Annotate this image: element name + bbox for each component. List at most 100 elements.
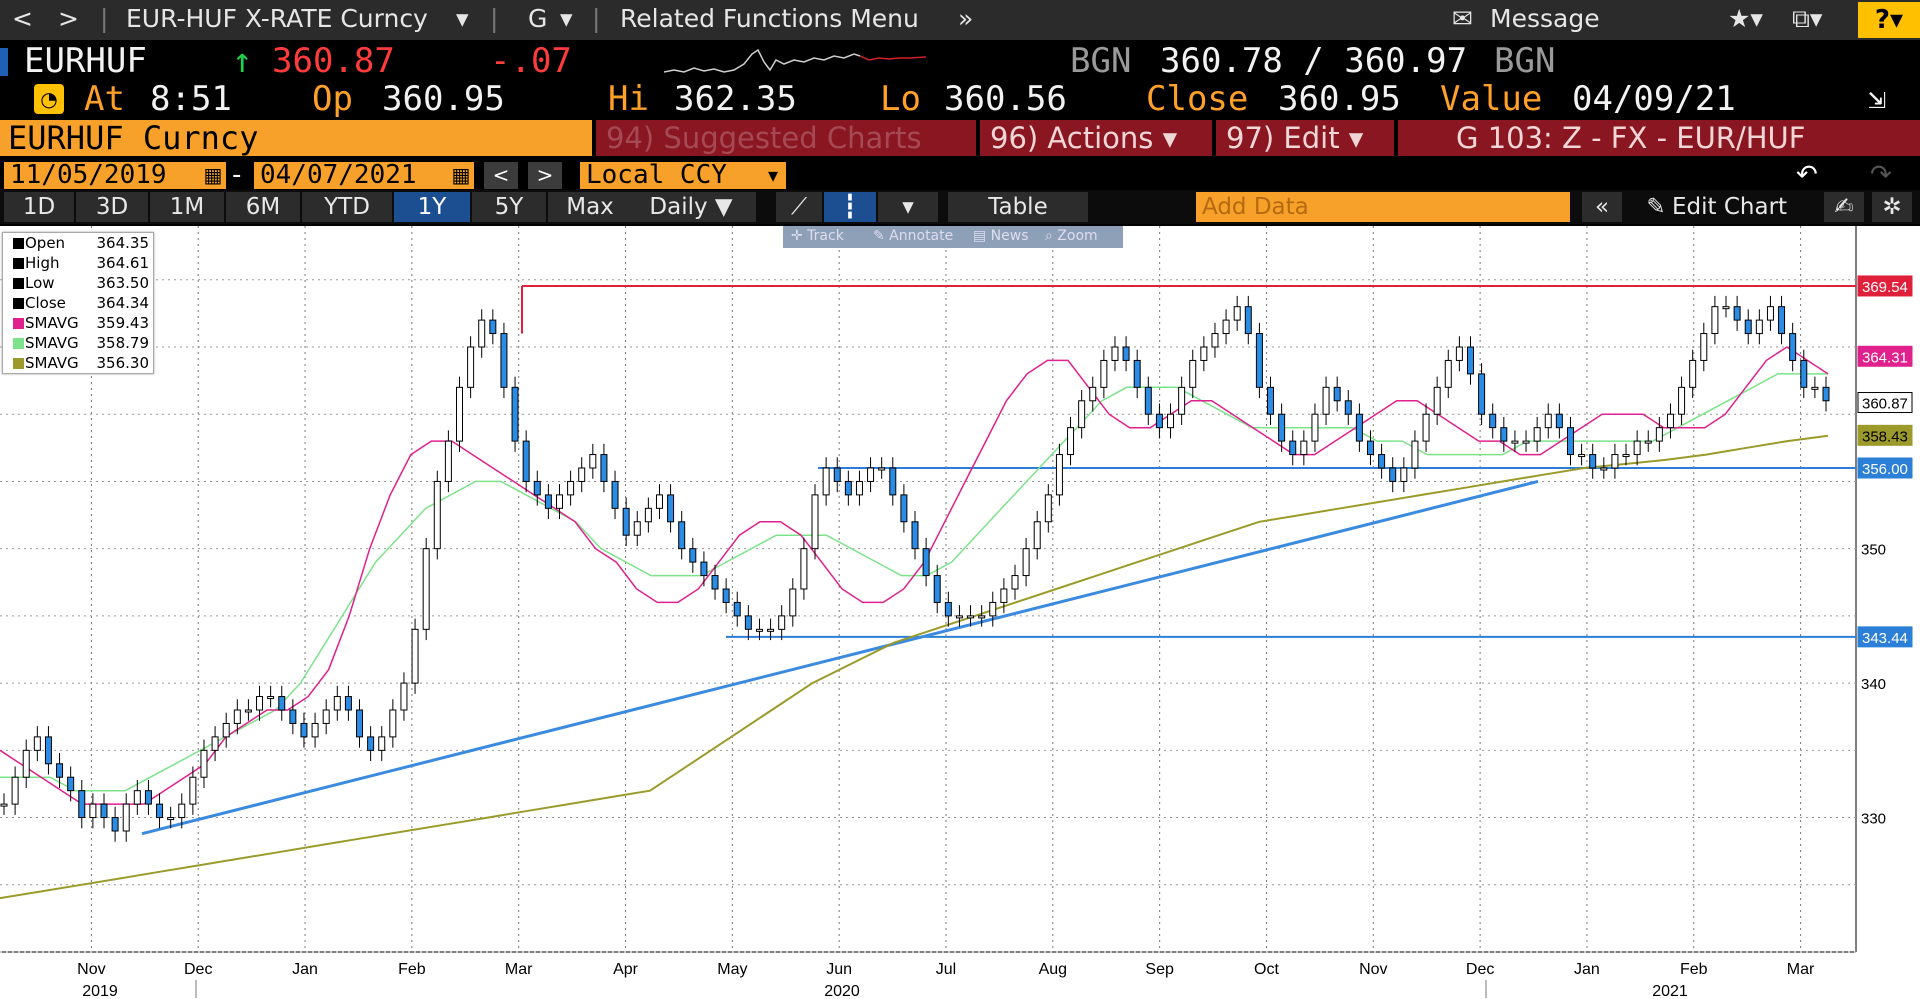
- function-field[interactable]: G: [528, 4, 548, 33]
- table-button[interactable]: Table: [948, 192, 1088, 222]
- x-year-label: 2020: [824, 983, 860, 999]
- x-tick-label: Feb: [1680, 961, 1708, 978]
- edit-legend-icon[interactable]: ✍: [1824, 192, 1864, 222]
- x-tick-label: Apr: [613, 961, 639, 978]
- y-tick-label: 350: [1861, 542, 1886, 559]
- candle-body: [1111, 346, 1119, 361]
- export-icon[interactable]: ⇲: [1868, 81, 1887, 116]
- edit-chart-button[interactable]: Edit Chart: [1672, 194, 1788, 220]
- candle-body: [555, 494, 563, 509]
- security-menu[interactable]: EUR-HUF X-RATE Curncy: [126, 4, 428, 33]
- start-date-field[interactable]: 11/05/2019: [4, 162, 200, 189]
- related-chevron-icon[interactable]: »: [958, 4, 974, 33]
- candle-chart-icon[interactable]: ┇: [824, 192, 876, 222]
- candle-body: [156, 803, 164, 819]
- tool-zoom[interactable]: ⌕ Zoom: [1045, 228, 1098, 244]
- related-functions-menu[interactable]: Related Functions Menu: [620, 4, 919, 33]
- stale-clock-icon[interactable]: ◔: [34, 84, 64, 114]
- legend-label: SMAVG: [25, 334, 79, 352]
- favorite-star-icon[interactable]: ★▾: [1728, 4, 1763, 33]
- candle-body: [1600, 467, 1608, 471]
- add-data-input[interactable]: Add Data: [1196, 192, 1570, 222]
- period-5y[interactable]: 5Y: [472, 192, 546, 222]
- tool-track[interactable]: ✛ Track: [791, 228, 844, 244]
- chart-area[interactable]: Nov Dec Jan Feb Mar Apr May Jun Jul Aug Sep Oct Nov D…: [0, 226, 1920, 999]
- candle-body: [1744, 319, 1752, 335]
- candle-body: [878, 467, 886, 471]
- end-calendar-icon[interactable]: ▦: [448, 162, 474, 189]
- back-button[interactable]: <: [12, 4, 33, 33]
- price-chart[interactable]: Nov Dec Jan Feb Mar Apr May Jun Jul Aug Sep Oct Nov D…: [0, 226, 1920, 999]
- x-year-label: 2021: [1652, 983, 1688, 999]
- candle-body: [33, 736, 41, 751]
- candle-body: [844, 480, 852, 496]
- candle-body: [1433, 386, 1441, 415]
- candle-body: [1189, 359, 1197, 388]
- period-max[interactable]: Max: [548, 192, 632, 222]
- security-dropdown-icon[interactable]: ▾: [456, 4, 469, 33]
- end-date-field[interactable]: 04/07/2021: [254, 162, 448, 189]
- period-1d[interactable]: 1D: [4, 192, 74, 222]
- tool-news[interactable]: ▤ News: [973, 228, 1029, 244]
- settings-gear-icon[interactable]: ✲: [1872, 192, 1912, 222]
- suggested-charts-button[interactable]: 94) Suggested Charts: [596, 120, 976, 156]
- candle-body: [1255, 333, 1263, 388]
- date-back-button[interactable]: <: [484, 162, 518, 189]
- chart-type-dropdown-icon[interactable]: ▾: [878, 192, 938, 222]
- security-field[interactable]: EURHUF Curncy: [0, 120, 592, 156]
- candle-body: [689, 548, 697, 563]
- candle-body: [1733, 306, 1741, 321]
- collapse-icon[interactable]: «: [1582, 192, 1622, 222]
- period-6m[interactable]: 6M: [226, 192, 300, 222]
- low-label: Lo: [880, 79, 921, 119]
- candle-body: [1078, 400, 1086, 429]
- candle-body: [56, 763, 64, 778]
- ticker: EURHUF: [24, 41, 147, 81]
- period-1m[interactable]: 1M: [150, 192, 224, 222]
- candle-body: [478, 319, 486, 348]
- period-3d[interactable]: 3D: [76, 192, 148, 222]
- redo-icon[interactable]: ↷: [1870, 160, 1892, 190]
- candle-body: [600, 454, 608, 482]
- candle-body: [11, 776, 19, 805]
- candle-body: [244, 709, 252, 713]
- right-axis-tag: [1857, 392, 1913, 414]
- pencil-icon: ✎: [1646, 194, 1666, 220]
- candle-body: [1533, 427, 1541, 442]
- currency-dropdown-icon[interactable]: ▾: [760, 162, 786, 189]
- candle-body: [167, 817, 175, 821]
- high-label: Hi: [608, 79, 649, 119]
- start-calendar-icon[interactable]: ▦: [200, 162, 226, 189]
- line-chart-icon[interactable]: ⟋: [776, 192, 822, 222]
- candle-body: [1755, 319, 1763, 335]
- candle-body: [1233, 306, 1241, 321]
- period-1y[interactable]: 1Y: [394, 192, 470, 222]
- x-tick-label: Feb: [398, 961, 426, 978]
- legend-row: SMAVG 359.43: [3, 313, 153, 333]
- edit-menu[interactable]: 97) Edit ▾: [1216, 120, 1394, 156]
- currency-select[interactable]: Local CCY: [580, 162, 760, 189]
- quote-row-2: ◔ At 8:51 Op 360.95 Hi 362.35 Lo 360.56 …: [0, 80, 1920, 118]
- candle-body: [467, 346, 475, 388]
- help-button[interactable]: ?▾: [1858, 2, 1920, 38]
- message-button[interactable]: Message: [1490, 4, 1600, 33]
- frequency-select[interactable]: Daily ▼: [626, 192, 756, 222]
- actions-menu[interactable]: 96) Actions ▾: [980, 120, 1212, 156]
- candle-body: [767, 628, 775, 632]
- candle-body: [511, 386, 519, 442]
- candle-body: [89, 803, 97, 819]
- function-dropdown-icon[interactable]: ▾: [560, 4, 573, 33]
- candle-body: [967, 615, 975, 619]
- tool-annotate[interactable]: ✎ Annotate: [873, 228, 954, 244]
- date-forward-button[interactable]: >: [528, 162, 562, 189]
- forward-button[interactable]: >: [58, 4, 79, 33]
- candle-body: [367, 736, 375, 751]
- candle-body: [1122, 346, 1130, 361]
- candle-body: [722, 588, 730, 603]
- candle-body: [1455, 346, 1463, 361]
- undo-icon[interactable]: ↶: [1796, 160, 1818, 190]
- message-icon[interactable]: ✉: [1452, 4, 1473, 33]
- window-icon[interactable]: ⧉▾: [1792, 4, 1823, 33]
- candle-body: [1444, 359, 1452, 388]
- period-ytd[interactable]: YTD: [302, 192, 392, 222]
